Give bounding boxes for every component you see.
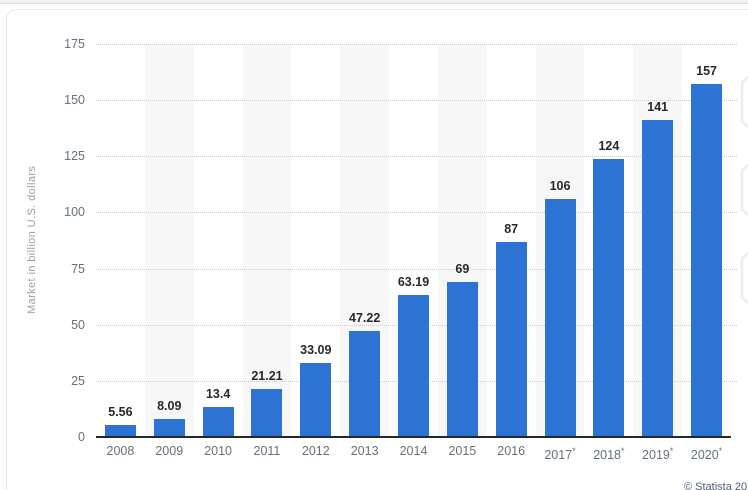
bar-value-label: 87 (504, 221, 519, 236)
bar[interactable] (446, 282, 478, 437)
category-band (242, 44, 292, 437)
x-tick-label: 2018* (593, 446, 625, 463)
x-tick-label: 2020* (690, 446, 723, 463)
x-tick-label: 2014 (399, 444, 428, 458)
bar-value-label: 69 (455, 262, 470, 277)
bar[interactable] (300, 362, 332, 437)
x-tick-label: 2017* (544, 446, 576, 463)
y-tick-label: 0 (78, 430, 85, 444)
y-tick-label: 175 (64, 37, 85, 51)
gridline (96, 44, 737, 45)
bar[interactable] (495, 241, 527, 437)
bar[interactable] (398, 295, 429, 437)
gridline (96, 212, 737, 214)
bar[interactable] (642, 120, 674, 437)
bar-value-label: 13.4 (205, 386, 231, 401)
bar-value-label: 8.09 (157, 398, 182, 413)
x-tick-label: 2015 (448, 444, 477, 458)
bar-value-label: 21.21 (251, 369, 283, 384)
gridline (96, 100, 737, 102)
bar-value-label: 106 (549, 178, 571, 193)
page-top-divider (0, 0, 748, 4)
bar-value-label: 5.56 (108, 404, 133, 419)
bar[interactable] (593, 158, 625, 437)
bar-value-label: 124 (598, 138, 620, 153)
bar-value-label: 157 (696, 64, 717, 79)
x-tick-label: 2011 (253, 444, 281, 458)
bar[interactable] (251, 389, 283, 437)
x-tick-label: 2012 (301, 444, 330, 458)
x-tick-label: 2010 (204, 444, 233, 458)
bar-value-label: 63.19 (397, 275, 430, 290)
y-tick-label: 150 (64, 93, 85, 108)
bar-value-label: 33.09 (300, 342, 332, 357)
y-tick-label: 25 (71, 373, 85, 388)
x-tick-label: 2013 (350, 444, 379, 458)
x-tick-label: 2016 (497, 444, 526, 458)
bar[interactable] (691, 84, 723, 437)
x-tick-label: 2009 (155, 444, 184, 458)
gridline (96, 268, 737, 270)
x-tick-label: 2019* (642, 446, 674, 463)
bar[interactable] (349, 330, 381, 437)
y-tick-label: 125 (64, 149, 85, 164)
bar[interactable] (104, 424, 136, 437)
bar-value-label: 141 (647, 100, 669, 115)
bar[interactable] (202, 406, 234, 437)
category-band (144, 44, 194, 437)
bar-value-label: 47.22 (349, 310, 381, 325)
y-tick-label: 50 (71, 317, 85, 332)
bar[interactable] (153, 418, 185, 437)
copyright-note: © Statista 202 (684, 481, 748, 490)
gridline (96, 156, 737, 158)
x-tick-label: 2008 (106, 444, 135, 458)
x-axis-line (96, 436, 731, 438)
y-tick-label: 100 (64, 205, 85, 220)
bar[interactable] (544, 198, 576, 437)
y-tick-label: 75 (71, 261, 85, 276)
hexagon-watermark-icon (740, 75, 748, 305)
